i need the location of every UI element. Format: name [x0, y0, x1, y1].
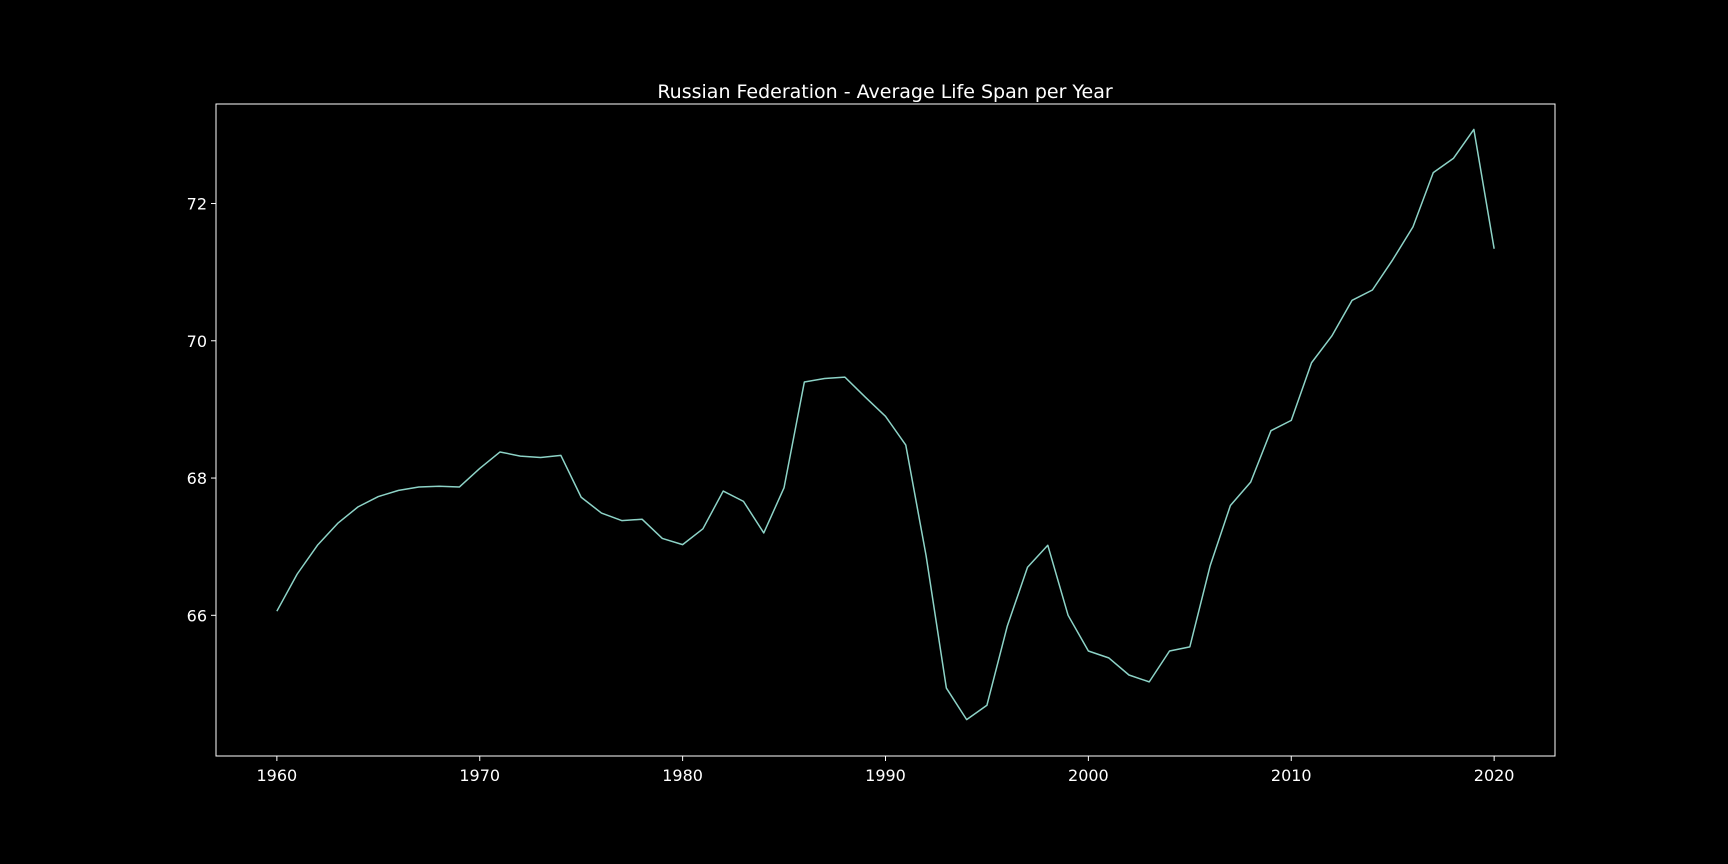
plot-area [276, 128, 1495, 721]
y-tick-label: 72 [187, 195, 207, 214]
plot-frame [215, 103, 1556, 757]
x-tick-label: 1980 [662, 766, 703, 785]
y-tick-label: 66 [187, 606, 207, 625]
axes: 1960 1970 1980 1990 2000 2010 2020 66 68 70 72 [187, 195, 1515, 785]
x-tick-label: 2010 [1271, 766, 1312, 785]
x-tick-label: 1990 [865, 766, 906, 785]
x-tick-label: 2000 [1068, 766, 1109, 785]
y-tick-label: 68 [187, 469, 207, 488]
x-tick-label: 1960 [257, 766, 298, 785]
chart-title: Russian Federation - Average Life Span p… [657, 81, 1113, 103]
x-tick-label: 2020 [1474, 766, 1515, 785]
series-line [276, 128, 1495, 721]
y-tick-label: 70 [187, 332, 207, 351]
x-tick-label: 1970 [459, 766, 500, 785]
